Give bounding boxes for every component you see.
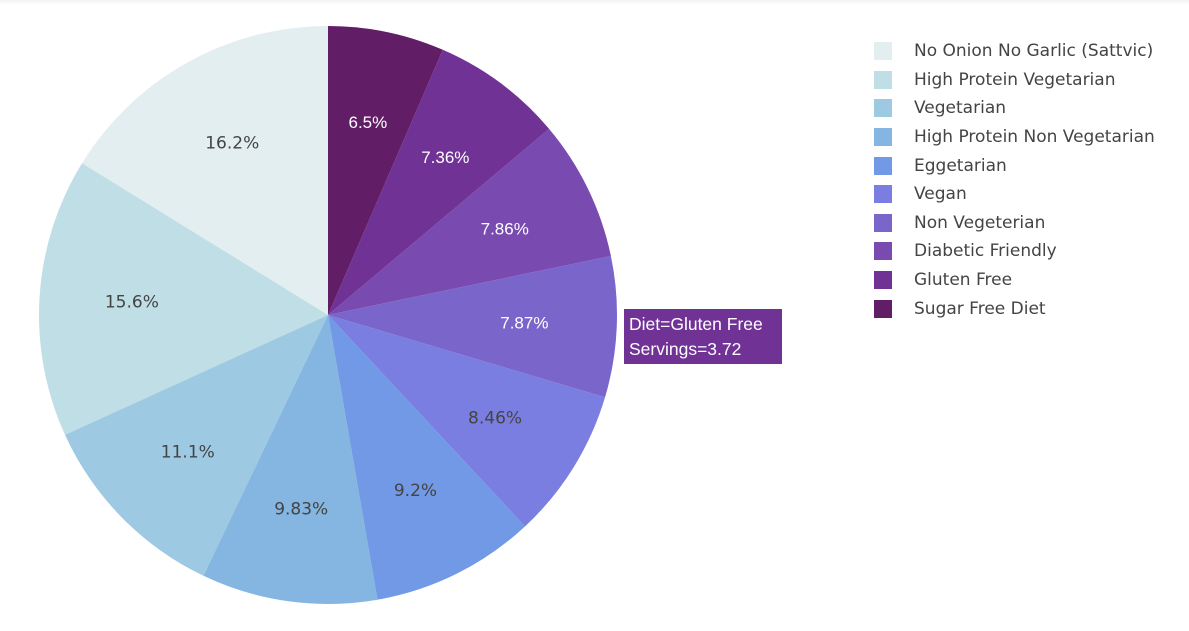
legend-label: Vegan — [914, 184, 967, 205]
legend-item[interactable]: No Onion No Garlic (Sattvic) — [874, 37, 1155, 66]
tooltip-text: Diet=Gluten Free Servings=3.72 — [629, 314, 768, 359]
slice-percent-label: 7.86% — [481, 220, 529, 239]
slice-percent-label: 7.87% — [500, 314, 548, 333]
pie-slice[interactable] — [38, 163, 328, 435]
slice-percent-label: 15.6% — [105, 293, 159, 313]
legend-item[interactable]: High Protein Non Vegetarian — [874, 123, 1155, 152]
pie-slice[interactable] — [328, 26, 443, 315]
slice-percent-label: 8.46% — [468, 408, 522, 428]
pie-slices — [38, 26, 618, 605]
legend-label: Sugar Free Diet — [914, 298, 1046, 319]
legend-label: High Protein Vegetarian — [914, 69, 1116, 90]
legend-item[interactable]: Non Vegeterian — [874, 209, 1155, 238]
legend-swatch — [874, 70, 892, 89]
pie-slice[interactable] — [328, 315, 526, 600]
legend-item[interactable]: Sugar Free Diet — [874, 294, 1155, 323]
tooltip-line-servings: Servings=3.72 — [629, 339, 741, 359]
legend-swatch — [874, 213, 892, 232]
pie-slice[interactable] — [328, 315, 606, 527]
legend-label: High Protein Non Vegetarian — [914, 127, 1155, 148]
tooltip-line-diet: Diet=Gluten Free — [629, 314, 763, 334]
legend-item[interactable]: Diabetic Friendly — [874, 237, 1155, 266]
legend-label: Diabetic Friendly — [914, 241, 1057, 262]
slice-percent-label: 9.83% — [274, 500, 328, 520]
pie-labels: 16.2% 15.6% 11.1% 9.83% 9.2% 8.46% 7.87% 7.86% 7… — [105, 113, 549, 520]
legend-swatch — [874, 299, 892, 318]
pie-slice[interactable] — [328, 255, 618, 398]
legend-item[interactable]: Vegan — [874, 180, 1155, 209]
slice-percent-label: 11.1% — [161, 443, 215, 463]
slice-percent-label: 9.2% — [394, 481, 437, 501]
pie-slice[interactable] — [328, 128, 611, 315]
legend-label: Gluten Free — [914, 270, 1013, 291]
pie-slice[interactable] — [328, 49, 550, 315]
legend-item[interactable]: Eggetarian — [874, 151, 1155, 180]
legend-item[interactable]: High Protein Vegetarian — [874, 66, 1155, 95]
legend-label: Vegetarian — [914, 98, 1007, 119]
legend-swatch — [874, 42, 892, 61]
legend-swatch — [874, 99, 892, 118]
pie-slice[interactable] — [82, 26, 328, 315]
top-shadow — [0, 0, 1189, 4]
tooltip-box — [624, 309, 782, 364]
slice-percent-label: 6.5% — [348, 113, 387, 132]
pie-slice[interactable] — [203, 315, 378, 605]
pie-slice[interactable] — [65, 315, 329, 576]
legend: No Onion No Garlic (Sattvic) High Protein… — [874, 37, 1155, 323]
legend-label: Eggetarian — [914, 155, 1007, 176]
legend-item[interactable]: Vegetarian — [874, 94, 1155, 123]
slice-percent-label: 7.36% — [421, 148, 469, 167]
legend-label: Non Vegeterian — [914, 212, 1046, 233]
legend-swatch — [874, 156, 892, 175]
legend-item[interactable]: Gluten Free — [874, 266, 1155, 295]
legend-swatch — [874, 185, 892, 204]
legend-swatch — [874, 242, 892, 261]
legend-swatch — [874, 128, 892, 147]
hover-tooltip: Diet=Gluten Free Servings=3.72 — [624, 309, 782, 364]
slice-percent-label: 16.2% — [205, 133, 259, 153]
legend-label: No Onion No Garlic (Sattvic) — [914, 41, 1154, 62]
legend-swatch — [874, 271, 892, 290]
